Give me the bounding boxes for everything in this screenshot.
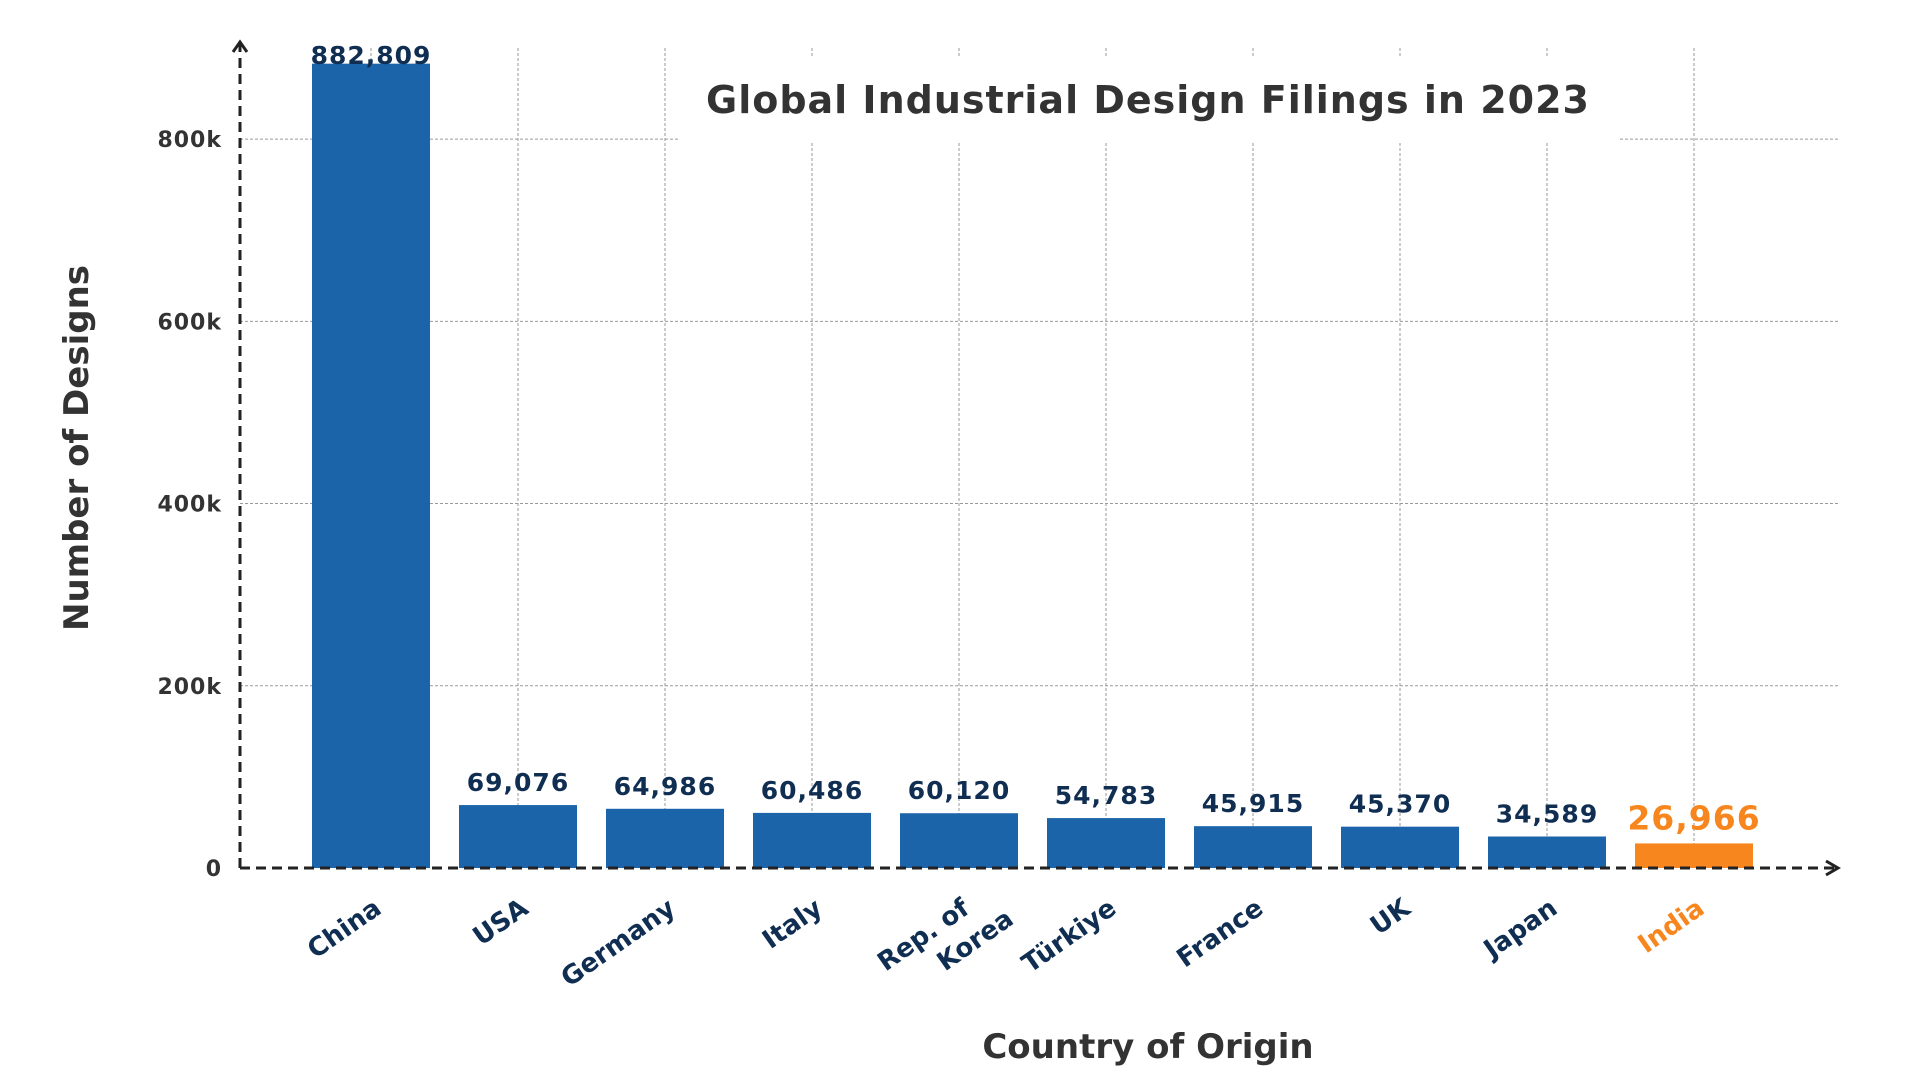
y-tick-label: 0: [206, 857, 222, 882]
bar: [1488, 836, 1606, 868]
bar: [1341, 826, 1459, 868]
x-tick-label-group: UK: [1365, 893, 1417, 942]
x-tick-label: China: [302, 893, 387, 965]
x-tick-label-group: China: [302, 893, 387, 965]
bars: [312, 63, 1753, 869]
x-axis-arrow: [1825, 859, 1841, 877]
x-tick-label-group: Türkiye: [1017, 893, 1122, 979]
x-tick-label-group: India: [1633, 893, 1710, 960]
data-label: 45,915: [1202, 789, 1304, 818]
axes: [231, 39, 1841, 877]
data-label: 54,783: [1055, 781, 1157, 810]
y-tick-label: 800k: [157, 128, 222, 153]
bar: [1047, 818, 1165, 868]
x-tick-label-group: France: [1172, 893, 1270, 974]
x-tick-label: UK: [1365, 893, 1417, 942]
gridlines: [240, 48, 1838, 868]
data-label: 64,986: [614, 772, 716, 801]
x-tick-label-group: Rep. ofKorea: [872, 876, 1019, 1006]
data-label: 60,120: [908, 776, 1010, 805]
chart-title: Global Industrial Design Filings in 2023: [706, 78, 1590, 122]
bar: [312, 63, 430, 869]
y-axis-title: Number of Designs: [57, 265, 97, 631]
x-tick-label: India: [1633, 893, 1710, 960]
data-label: 26,966: [1627, 798, 1760, 837]
title-background: [680, 58, 1620, 142]
bar: [753, 812, 871, 868]
data-label: 34,589: [1496, 799, 1598, 828]
data-label: 882,809: [311, 41, 432, 70]
x-tick-label-group: Germany: [556, 893, 681, 993]
x-tick-label: France: [1172, 893, 1270, 974]
y-tick-label: 400k: [157, 493, 222, 518]
bar: [1194, 826, 1312, 868]
x-tick-label-group: USA: [468, 893, 534, 952]
x-tick-label: Japan: [1477, 893, 1563, 966]
bar: [1635, 843, 1753, 868]
x-tick-label: Germany: [556, 893, 681, 993]
x-tick-label: Türkiye: [1017, 893, 1122, 979]
bar: [606, 808, 724, 868]
x-tick-label-group: Japan: [1477, 893, 1563, 966]
x-tick-label: Rep. ofKorea: [872, 876, 1019, 1006]
y-tick-label: 200k: [157, 675, 222, 700]
x-tick-label: Italy: [757, 893, 828, 955]
bar: [900, 813, 1018, 868]
data-label: 69,076: [467, 768, 569, 797]
title-backdrop: [680, 58, 1620, 142]
x-tick-label-group: Italy: [757, 893, 828, 955]
data-label: 60,486: [761, 776, 863, 805]
y-axis-arrow: [231, 39, 249, 53]
x-tick-label: USA: [468, 893, 534, 952]
bar: [459, 805, 577, 868]
data-label: 45,370: [1349, 790, 1451, 819]
x-axis-title: Country of Origin: [982, 1027, 1313, 1067]
y-tick-label: 600k: [157, 310, 222, 335]
